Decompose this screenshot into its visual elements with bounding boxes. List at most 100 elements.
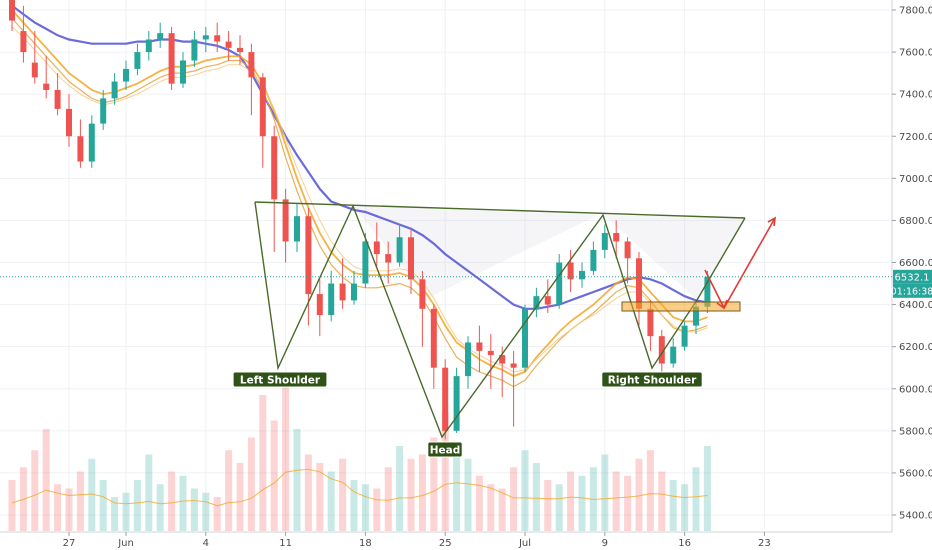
neckline — [254, 201, 746, 219]
candle-body — [465, 342, 471, 377]
y-tick-label: 6200.0 — [899, 342, 932, 353]
candle-body — [510, 363, 517, 368]
candle-body — [613, 233, 620, 242]
volume-bar — [441, 412, 449, 531]
volume-bar — [8, 480, 16, 531]
volume-bar — [498, 488, 506, 531]
volume-bar — [65, 488, 73, 531]
projection-arrowhead-down — [716, 299, 728, 310]
candle-body — [259, 77, 266, 137]
volume-bar — [145, 454, 153, 531]
price-label-box — [893, 269, 932, 284]
volume-average-line — [11, 468, 708, 507]
candle-body — [670, 346, 677, 364]
volume-bar — [259, 395, 267, 531]
volume-bars — [8, 378, 711, 531]
x-tick-label: 4 — [203, 538, 209, 549]
volume-bar — [190, 488, 198, 531]
candle-body — [43, 83, 50, 90]
candle-body — [20, 31, 27, 53]
candle-body — [271, 136, 278, 200]
candle-body — [351, 283, 357, 301]
candle-body — [111, 81, 118, 99]
candles — [9, 0, 711, 440]
price-axis-ticks: 5400.0 5600.0 5800.0 6000.0 6200.0 6400.0 6600… — [892, 6, 932, 522]
y-tick-label: 7400.0 — [899, 90, 932, 101]
candle-body — [282, 199, 289, 242]
y-tick-label: 6600.0 — [899, 258, 932, 269]
candle-body — [522, 308, 528, 368]
volume-bar — [304, 454, 312, 531]
candle-body — [362, 241, 369, 284]
head-shoulders-pattern[interactable]: Left Shoulder Head Right Shoulder — [232, 201, 776, 458]
candle-body — [476, 342, 483, 351]
candle-body — [453, 376, 460, 431]
volume-bar — [396, 446, 404, 531]
volume-bar — [658, 471, 666, 531]
volume-bar — [111, 497, 119, 531]
support-zone — [621, 301, 741, 312]
moving-average-line — [11, 26, 708, 373]
volume-bar — [407, 458, 415, 531]
candle-body — [658, 336, 665, 364]
candle-body — [88, 123, 95, 162]
volume-bar — [384, 467, 392, 531]
volume-bar — [521, 450, 529, 531]
y-tick-label: 5400.0 — [899, 511, 932, 522]
volume-bar — [156, 484, 164, 531]
candle-body — [373, 241, 380, 255]
candle-body — [248, 52, 255, 78]
volume-bar — [316, 463, 324, 531]
y-tick-label: 7600.0 — [899, 48, 932, 59]
volume-bar — [624, 475, 632, 531]
time-axis-area — [0, 532, 932, 550]
volume-bar — [464, 458, 472, 531]
candle-body — [567, 262, 574, 280]
candle-body — [442, 367, 449, 431]
time-axis-ticks: 27 Jun 4 11 18 25 Jul 9 16 23 — [63, 532, 771, 549]
price-label: 6532.1 — [895, 272, 930, 283]
volume-bar — [612, 471, 620, 531]
volume-bar — [350, 480, 358, 531]
volume-bar — [293, 429, 301, 531]
volume-bar — [42, 429, 50, 531]
candle-body — [590, 249, 597, 271]
volume-bar — [202, 492, 210, 531]
volume-bar — [213, 497, 221, 531]
pattern-label-box — [427, 441, 463, 458]
volume-bar — [76, 471, 84, 531]
volume-bar — [247, 437, 255, 531]
y-tick-label: 7800.0 — [899, 6, 932, 17]
candle-body — [77, 136, 84, 162]
candle-body — [408, 237, 414, 280]
candle-body — [237, 47, 243, 53]
moving-averages — [11, 4, 708, 388]
volume-bar — [133, 480, 141, 531]
pattern-shade — [255, 202, 745, 300]
y-tick-label: 6400.0 — [899, 300, 932, 311]
candle-body — [328, 283, 335, 316]
y-tick-label: 6000.0 — [899, 384, 932, 395]
volume-bar — [692, 467, 700, 531]
candle-body — [704, 276, 711, 307]
y-tick-label: 5800.0 — [899, 426, 932, 437]
volume-bar — [635, 458, 643, 531]
volume-bar — [236, 463, 244, 531]
volume-bar — [225, 450, 233, 531]
candle-body — [202, 35, 209, 40]
volume-bar — [555, 484, 563, 531]
y-tick-label: 6800.0 — [899, 216, 932, 227]
volume-bar — [373, 488, 381, 531]
volume-bar — [669, 480, 677, 531]
x-tick-label: 11 — [279, 538, 292, 549]
volume-bar — [453, 450, 461, 531]
candle-body — [180, 60, 186, 84]
pattern-closing-line — [696, 217, 746, 301]
candle-body — [647, 308, 654, 337]
candle-body — [54, 89, 61, 109]
x-tick-label: Jun — [117, 538, 134, 549]
volume-bar — [510, 467, 518, 531]
volume-bar — [270, 420, 278, 531]
